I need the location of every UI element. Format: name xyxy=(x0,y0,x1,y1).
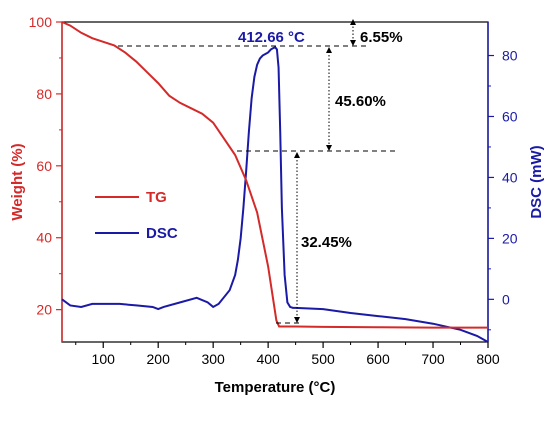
x-tick-label: 300 xyxy=(201,351,225,367)
x-tick-label: 800 xyxy=(476,351,500,367)
plot-area xyxy=(61,21,489,343)
x-tick-label: 100 xyxy=(92,351,116,367)
right-tick-label: 20 xyxy=(502,230,518,246)
x-tick-label: 200 xyxy=(147,351,171,367)
peak-temperature-label: 412.66 °C xyxy=(238,29,305,46)
left-tick-label: 80 xyxy=(36,86,52,102)
mass-loss-label-2: 45.60% xyxy=(335,93,386,110)
left-axis-ticks: 20 40 60 80 100 xyxy=(29,14,62,318)
x-tick-label: 600 xyxy=(366,351,390,367)
right-tick-label: 0 xyxy=(502,291,510,307)
right-tick-label: 80 xyxy=(502,48,518,64)
y-axis-title-left: Weight (%) xyxy=(9,143,26,220)
mass-loss-label-3: 32.45% xyxy=(301,234,352,251)
legend-label-dsc: DSC xyxy=(146,225,178,242)
right-axis-ticks: 0 20 40 60 80 xyxy=(488,48,518,331)
left-tick-label: 20 xyxy=(36,302,52,318)
series-line-tg xyxy=(61,21,488,329)
x-tick-label: 400 xyxy=(256,351,280,367)
x-axis-title: Temperature (°C) xyxy=(215,379,336,396)
left-tick-label: 60 xyxy=(36,158,52,174)
x-tick-label: 500 xyxy=(311,351,335,367)
arrow-head-loss2-bottom xyxy=(326,145,332,151)
mass-loss-label-1: 6.55% xyxy=(360,29,403,46)
y-axis-title-right: DSC (mW) xyxy=(528,145,545,218)
left-tick-label: 40 xyxy=(36,230,52,246)
right-tick-label: 40 xyxy=(502,169,518,185)
arrow-head-loss3-bottom xyxy=(294,317,300,323)
arrow-head-loss2-top xyxy=(326,47,332,53)
arrow-head-loss3-top xyxy=(294,152,300,158)
right-tick-label: 60 xyxy=(502,108,518,124)
left-tick-label: 100 xyxy=(29,14,53,30)
series-line-dsc xyxy=(61,46,489,343)
legend: TG DSC xyxy=(95,189,178,242)
x-axis-ticks: 100 200 300 400 500 600 700 800 xyxy=(75,342,500,367)
arrow-head-loss1-top xyxy=(350,19,356,25)
legend-label-tg: TG xyxy=(146,189,167,206)
x-tick-label: 700 xyxy=(421,351,445,367)
arrow-head-loss1-bottom xyxy=(350,40,356,46)
